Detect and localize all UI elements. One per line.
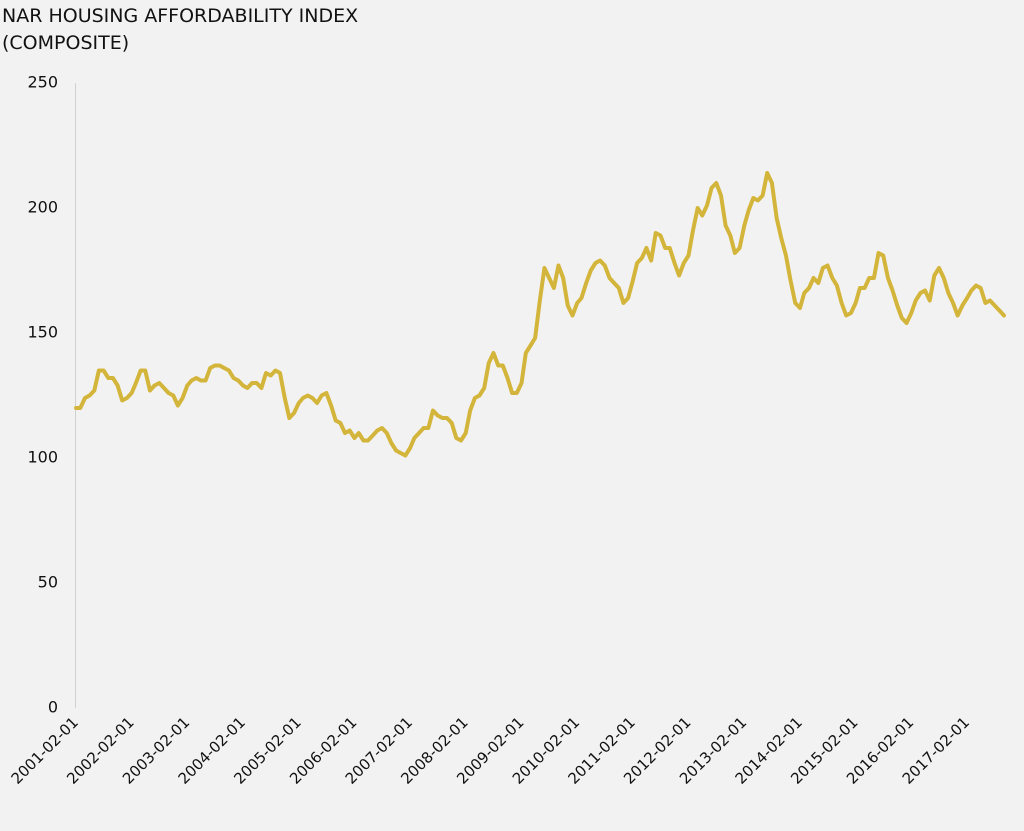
y-tick-label: 200 xyxy=(27,198,58,217)
chart-subtitle: (COMPOSITE) xyxy=(2,32,129,54)
y-tick-label: 0 xyxy=(48,698,58,717)
y-tick-label: 150 xyxy=(27,323,58,342)
y-tick-label: 250 xyxy=(27,73,58,92)
y-tick-label: 100 xyxy=(27,448,58,467)
y-tick-label: 50 xyxy=(38,573,58,592)
chart-title: NAR HOUSING AFFORDABILITY INDEX xyxy=(2,5,358,27)
data-line xyxy=(74,171,1006,458)
